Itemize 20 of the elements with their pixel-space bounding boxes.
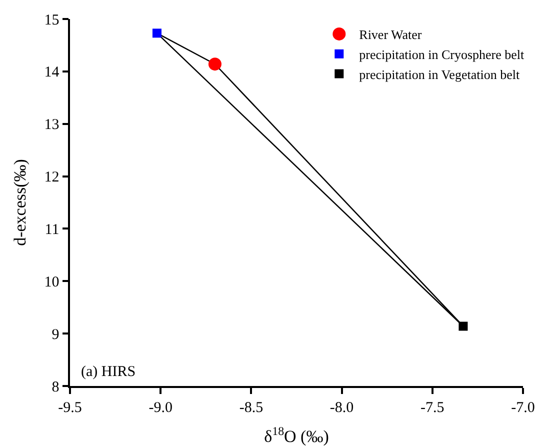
x-tick-label: -9.0 (148, 400, 172, 416)
legend-label: River Water (359, 27, 422, 42)
x-tick-label: -8.5 (239, 400, 264, 416)
x-tick-label: -7.5 (420, 400, 444, 416)
y-tick-label: 12 (44, 170, 60, 186)
y-tick-label: 10 (44, 274, 60, 290)
y-tick-label: 11 (44, 222, 60, 238)
legend-label: precipitation in Vegetation belt (359, 66, 520, 82)
annotation: (a) HIRS (81, 364, 136, 380)
y-tick-label: 14 (44, 64, 60, 81)
x-tick-label: -9.5 (58, 400, 82, 416)
x-tick-label: -8.0 (330, 400, 354, 416)
y-axis-title: d-excess(‰) (10, 159, 30, 246)
y-tick-label: 13 (44, 117, 60, 134)
legend-label: precipitation in Cryosphere belt (359, 46, 525, 62)
y-tick-label: 15 (44, 12, 60, 28)
y-tick-label: 8 (52, 379, 60, 396)
x-axis-title: δ$^{18}$O (‰) (264, 424, 329, 446)
x-tick-label: -7.0 (511, 400, 535, 416)
y-tick-label: 9 (52, 326, 60, 343)
